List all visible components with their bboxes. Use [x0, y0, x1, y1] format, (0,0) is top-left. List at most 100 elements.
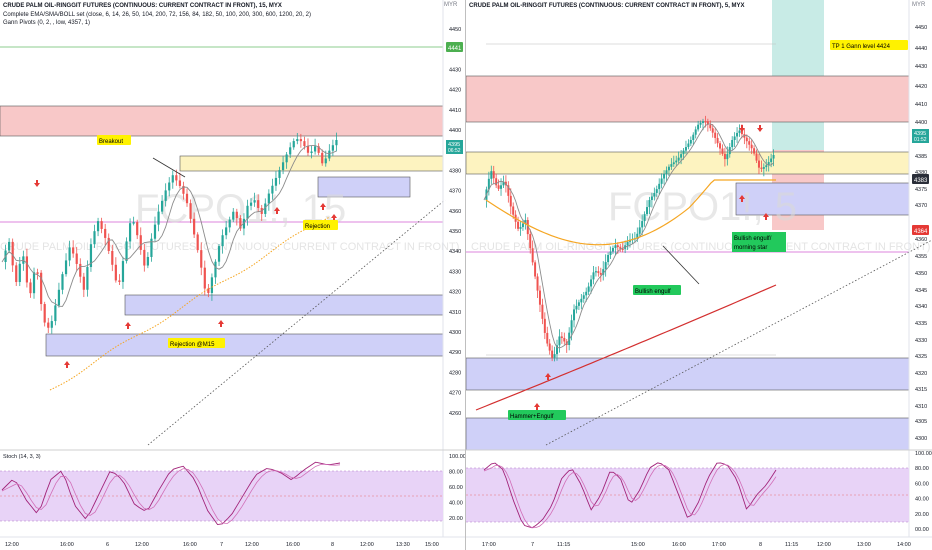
right-price-candle[interactable]: [509, 195, 512, 207]
left-price-candle[interactable]: [274, 177, 278, 186]
left-price-candle[interactable]: [8, 241, 11, 251]
right-price-candle[interactable]: [665, 170, 668, 174]
right-price-candle[interactable]: [663, 173, 666, 179]
left-price-candle[interactable]: [29, 282, 32, 294]
right-price-candle[interactable]: [587, 286, 590, 292]
right-demand-zone-upper[interactable]: [735, 182, 910, 216]
left-price-candle[interactable]: [267, 193, 270, 204]
right-price-candle[interactable]: [723, 153, 726, 160]
right-price-candle[interactable]: [502, 181, 505, 186]
left-price-candle[interactable]: [114, 264, 117, 281]
left-price-candle[interactable]: [143, 249, 146, 266]
left-price-candle[interactable]: [217, 246, 221, 262]
left-price-candle[interactable]: [178, 180, 181, 186]
right-price-candle[interactable]: [602, 269, 605, 275]
left-price-candle[interactable]: [271, 185, 274, 194]
left-price-candle[interactable]: [278, 170, 281, 178]
right-bullish-engulf-pointer[interactable]: [662, 245, 700, 285]
left-price-candle[interactable]: [196, 234, 199, 251]
right-price-candle[interactable]: [750, 144, 753, 149]
right-price-candle[interactable]: [487, 178, 490, 190]
right-price-candle[interactable]: [772, 155, 775, 159]
left-price-candle[interactable]: [193, 218, 196, 235]
right-price-candle[interactable]: [495, 178, 498, 186]
left-price-candle[interactable]: [164, 190, 167, 201]
right-price-candle[interactable]: [714, 132, 717, 138]
left-stoch-title[interactable]: Stoch (14, 3, 3): [3, 454, 41, 460]
right-price-candle[interactable]: [697, 124, 700, 130]
right-supply-zone[interactable]: [466, 151, 910, 175]
right-price-candle[interactable]: [497, 185, 500, 189]
left-price-candle[interactable]: [228, 219, 231, 228]
left-price-candle[interactable]: [239, 218, 242, 229]
left-price-candle[interactable]: [100, 221, 103, 229]
right-price-candle[interactable]: [648, 200, 651, 208]
left-dotted-trendline[interactable]: [147, 199, 446, 446]
right-price-candle[interactable]: [743, 134, 746, 138]
right-price-candle[interactable]: [692, 134, 695, 140]
right-price-candle[interactable]: [655, 189, 658, 193]
right-price-candle[interactable]: [721, 148, 724, 154]
right-price-candle[interactable]: [548, 343, 551, 351]
right-price-candle[interactable]: [675, 160, 678, 163]
left-price-candle[interactable]: [299, 139, 302, 142]
right-price-candle[interactable]: [517, 221, 520, 229]
right-price-candle[interactable]: [748, 141, 751, 145]
right-price-candle[interactable]: [512, 206, 515, 215]
right-price-candle[interactable]: [699, 122, 702, 125]
left-price-candle[interactable]: [121, 261, 125, 282]
left-price-candle[interactable]: [317, 146, 320, 153]
right-price-candle[interactable]: [556, 345, 558, 355]
left-price-candle[interactable]: [111, 250, 114, 265]
right-price-candle[interactable]: [694, 129, 697, 135]
left-price-candle[interactable]: [157, 211, 160, 225]
left-price-candle[interactable]: [50, 321, 53, 328]
right-price-candle[interactable]: [563, 337, 566, 342]
left-price-candle[interactable]: [82, 276, 85, 290]
left-price-candle[interactable]: [235, 211, 238, 219]
left-price-candle[interactable]: [36, 272, 39, 274]
right-price-candle[interactable]: [546, 332, 549, 344]
left-price-candle[interactable]: [257, 200, 260, 208]
right-price-candle[interactable]: [770, 158, 773, 163]
left-price-candle[interactable]: [61, 274, 64, 290]
right-position-take-profit[interactable]: [772, 0, 824, 150]
right-price-candle[interactable]: [757, 160, 760, 168]
right-price-candle[interactable]: [755, 153, 758, 161]
right-price-candle[interactable]: [682, 150, 685, 155]
right-price-candle[interactable]: [670, 164, 673, 167]
left-price-candle[interactable]: [200, 250, 203, 268]
left-price-candle[interactable]: [104, 228, 107, 238]
right-price-candle[interactable]: [529, 234, 532, 249]
right-price-candle[interactable]: [636, 233, 639, 239]
right-price-candle[interactable]: [650, 196, 653, 200]
left-price-candle[interactable]: [72, 247, 75, 254]
left-price-candle[interactable]: [18, 263, 21, 283]
right-price-candle[interactable]: [736, 132, 739, 137]
left-price-candle[interactable]: [253, 200, 256, 203]
right-price-candle[interactable]: [553, 354, 556, 358]
right-price-candle[interactable]: [716, 137, 719, 144]
right-chart-title[interactable]: CRUDE PALM OIL-RINGGIT FUTURES (CONTINUO…: [469, 3, 745, 9]
left-price-candle[interactable]: [214, 261, 217, 278]
left-small-demand-zone[interactable]: [317, 176, 411, 198]
right-price-candle[interactable]: [575, 305, 578, 310]
left-price-candle[interactable]: [313, 146, 317, 152]
left-price-candle[interactable]: [203, 267, 206, 289]
left-price-candle[interactable]: [86, 267, 89, 290]
right-price-candle[interactable]: [765, 165, 768, 168]
right-demand-zone-bottom[interactable]: [466, 417, 910, 451]
right-price-candle[interactable]: [731, 140, 734, 148]
right-price-candle[interactable]: [541, 304, 544, 319]
left-price-candle[interactable]: [310, 151, 313, 153]
left-price-candle[interactable]: [40, 272, 43, 305]
right-resistance-zone[interactable]: [466, 75, 910, 123]
left-price-candle[interactable]: [281, 162, 285, 171]
left-price-candle[interactable]: [182, 185, 185, 194]
right-price-candle[interactable]: [531, 248, 534, 263]
right-price-candle[interactable]: [738, 130, 741, 133]
right-price-candle[interactable]: [719, 143, 722, 149]
right-price-candle[interactable]: [558, 336, 561, 346]
right-price-candle[interactable]: [687, 143, 690, 148]
